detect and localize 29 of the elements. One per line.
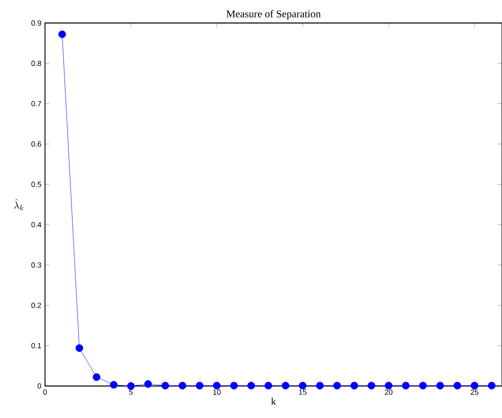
point (178, 382, 186, 390)
point (350, 382, 358, 390)
point (127, 382, 135, 390)
point (470, 382, 478, 390)
point (264, 382, 272, 390)
point (488, 382, 496, 390)
point (92, 373, 100, 381)
point (368, 382, 376, 390)
point (213, 382, 221, 390)
point (230, 382, 238, 390)
point (333, 382, 341, 390)
point (161, 382, 170, 390)
chart-title: Measure of Separation (226, 10, 321, 20)
point (282, 382, 290, 390)
point (454, 382, 462, 390)
point (247, 382, 255, 390)
point (298, 382, 307, 390)
point (316, 382, 324, 390)
point (196, 382, 204, 390)
point (436, 382, 444, 390)
point (144, 380, 152, 388)
point (76, 344, 84, 352)
point (402, 382, 410, 390)
point (384, 382, 392, 390)
y-axis-title: $\hat{\lambda}_k$ (14, 198, 24, 210)
x-axis-title: k (271, 398, 276, 405)
point (419, 382, 427, 390)
point (110, 380, 118, 389)
point (58, 30, 66, 38)
